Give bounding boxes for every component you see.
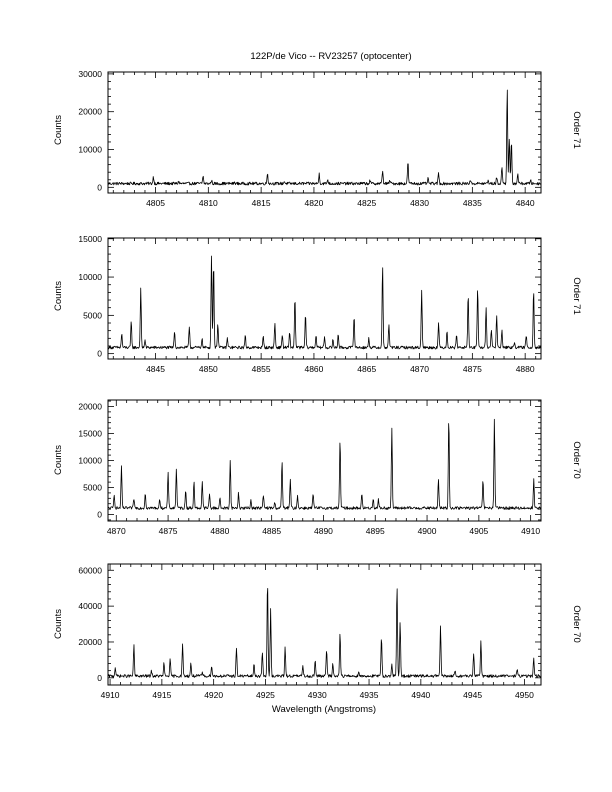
x-tick-label: 4815 xyxy=(252,198,271,208)
x-axis-label: Wavelength (Angstroms) xyxy=(272,704,376,715)
y-tick-label: 0 xyxy=(97,510,102,520)
order-label: Order 71 xyxy=(571,277,582,315)
x-tick-label: 4945 xyxy=(463,690,482,700)
x-tick-label: 4805 xyxy=(146,198,165,208)
y-axis-label: Counts xyxy=(53,115,64,145)
x-tick-label: 4910 xyxy=(101,690,120,700)
y-tick-label: 20000 xyxy=(78,107,102,117)
x-tick-label: 4910 xyxy=(521,526,540,536)
x-tick-label: 4925 xyxy=(256,690,275,700)
x-tick-label: 4840 xyxy=(516,198,535,208)
spectrum-line xyxy=(107,255,542,350)
x-tick-label: 4920 xyxy=(204,690,223,700)
y-axis-label: Counts xyxy=(53,445,64,475)
x-tick-label: 4835 xyxy=(463,198,482,208)
x-tick-label: 4810 xyxy=(199,198,218,208)
x-tick-label: 4950 xyxy=(515,690,534,700)
plot-frame xyxy=(107,399,542,522)
panel-4: Counts Order 70 4910 4915 4920 4925 4930 4935… xyxy=(53,563,582,700)
x-tick-label: 4930 xyxy=(308,690,327,700)
spectrum-line xyxy=(107,89,542,186)
x-tick-label: 4885 xyxy=(262,526,281,536)
chart-title: 122P/de Vico -- RV23257 (optocenter) xyxy=(250,51,411,62)
spectrum-line xyxy=(107,418,542,510)
x-tick-label: 4875 xyxy=(159,526,178,536)
x-tick-label: 4900 xyxy=(418,526,437,536)
x-tick-label: 4820 xyxy=(304,198,323,208)
plot-frame xyxy=(107,71,542,194)
order-label: Order 70 xyxy=(571,605,582,643)
y-tick-label: 10000 xyxy=(78,272,102,282)
y-tick-label: 60000 xyxy=(78,565,102,575)
x-tick-label: 4915 xyxy=(152,690,171,700)
x-tick-label: 4845 xyxy=(146,364,165,374)
x-tick-label: 4860 xyxy=(304,364,323,374)
x-tick-label: 4850 xyxy=(199,364,218,374)
x-tick-label: 4880 xyxy=(210,526,229,536)
y-tick-label: 40000 xyxy=(78,601,102,611)
panel-2: Counts Order 71 4845 4850 4855 4860 4865 4870… xyxy=(53,234,582,374)
x-tick-label: 4905 xyxy=(469,526,488,536)
order-label: Order 71 xyxy=(571,111,582,149)
y-tick-label: 10000 xyxy=(78,145,102,155)
y-tick-label: 0 xyxy=(97,673,102,683)
y-tick-label: 5000 xyxy=(83,483,102,493)
y-tick-label: 20000 xyxy=(78,401,102,411)
panel-3: Counts Order 70 4870 4875 4880 4885 4890 4895… xyxy=(53,399,582,536)
y-tick-label: 5000 xyxy=(83,310,102,320)
y-tick-label: 20000 xyxy=(78,637,102,647)
y-tick-label: 10000 xyxy=(78,456,102,466)
y-axis-label: Counts xyxy=(53,609,64,639)
x-tick-label: 4870 xyxy=(107,526,126,536)
x-tick-label: 4855 xyxy=(252,364,271,374)
x-tick-label: 4880 xyxy=(516,364,535,374)
x-tick-label: 4875 xyxy=(463,364,482,374)
plot-frame xyxy=(107,563,542,686)
x-tick-label: 4825 xyxy=(357,198,376,208)
y-tick-label: 15000 xyxy=(78,428,102,438)
y-tick-label: 15000 xyxy=(78,234,102,244)
x-tick-label: 4890 xyxy=(314,526,333,536)
y-tick-label: 30000 xyxy=(78,69,102,79)
y-tick-label: 0 xyxy=(97,349,102,359)
x-tick-label: 4935 xyxy=(360,690,379,700)
x-tick-label: 4940 xyxy=(411,690,430,700)
order-label: Order 70 xyxy=(571,441,582,479)
x-tick-label: 4865 xyxy=(357,364,376,374)
spectrum-line xyxy=(107,588,542,678)
x-tick-label: 4870 xyxy=(410,364,429,374)
x-tick-label: 4830 xyxy=(410,198,429,208)
y-tick-label: 0 xyxy=(97,182,102,192)
y-axis-label: Counts xyxy=(53,281,64,311)
x-tick-label: 4895 xyxy=(366,526,385,536)
panel-1: Counts Order 71 4805 4810 4815 4820 4825 4830… xyxy=(53,69,582,208)
